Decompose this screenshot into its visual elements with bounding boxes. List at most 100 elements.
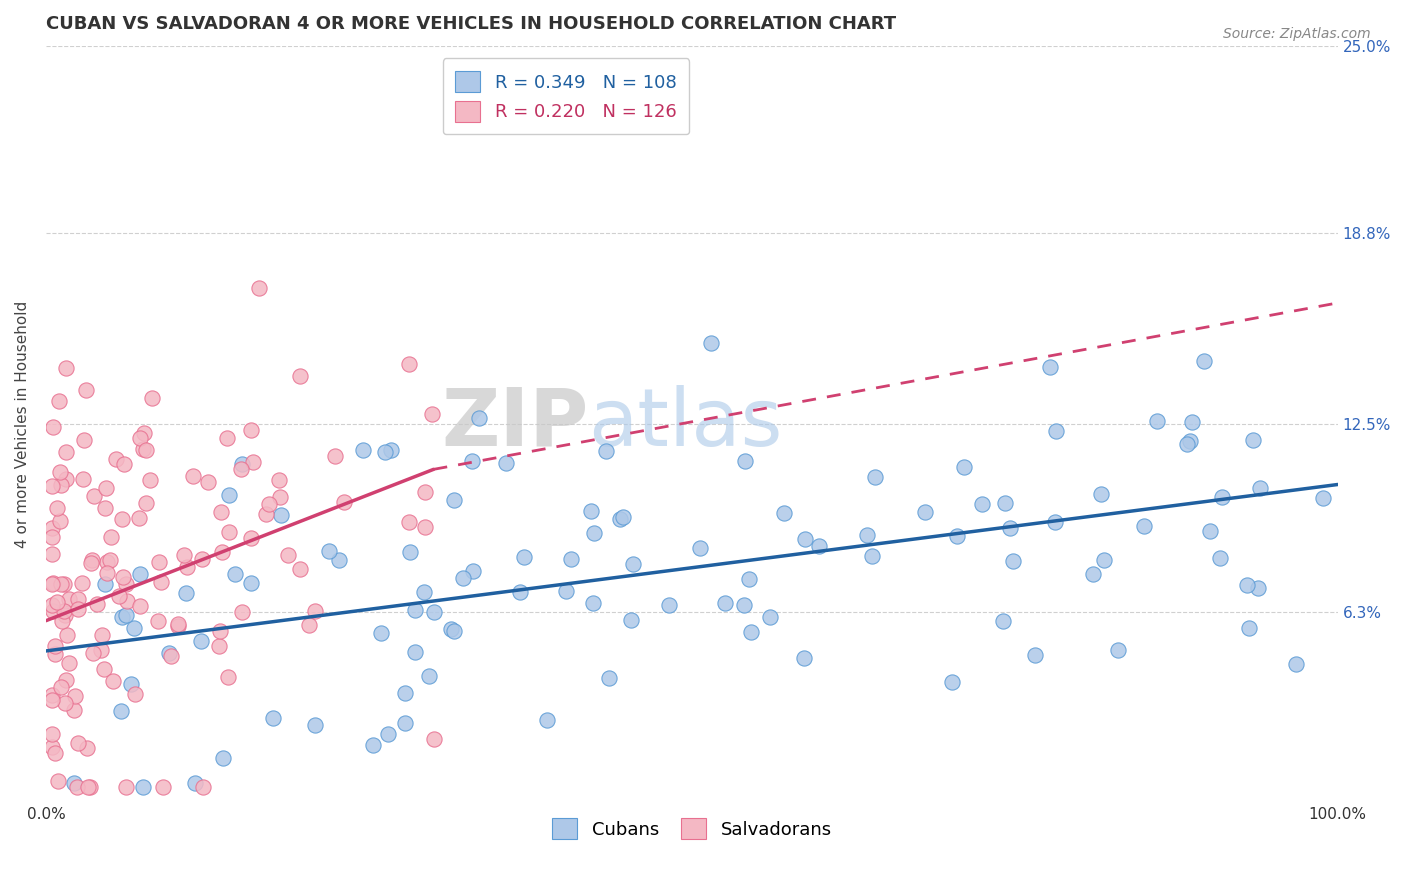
Point <box>328 553 350 567</box>
Point <box>231 605 253 619</box>
Point <box>1175 437 1198 451</box>
Point <box>42 420 65 434</box>
Point <box>440 622 463 636</box>
Point <box>714 596 737 610</box>
Point <box>612 510 634 524</box>
Point <box>1199 524 1222 538</box>
Point <box>1024 648 1046 662</box>
Point <box>621 557 644 571</box>
Point <box>66 602 89 616</box>
Point <box>55 673 77 687</box>
Point <box>96 556 118 570</box>
Point <box>231 458 253 472</box>
Point <box>138 474 160 488</box>
Point <box>1181 415 1204 429</box>
Point <box>41 727 63 741</box>
Point <box>318 544 340 558</box>
Point <box>77 780 100 794</box>
Point <box>1285 657 1308 671</box>
Point <box>536 713 558 727</box>
Point <box>377 727 399 741</box>
Text: ZIP: ZIP <box>441 385 589 463</box>
Point <box>197 475 219 489</box>
Point <box>41 576 63 591</box>
Point <box>159 649 181 664</box>
Point <box>398 545 420 559</box>
Point <box>211 751 233 765</box>
Point <box>55 361 77 376</box>
Point <box>555 584 578 599</box>
Point <box>288 368 311 383</box>
Point <box>55 472 77 486</box>
Y-axis label: 4 or more Vehicles in Household: 4 or more Vehicles in Household <box>15 301 30 548</box>
Point <box>914 505 936 519</box>
Point <box>46 595 69 609</box>
Point <box>404 603 426 617</box>
Point <box>49 478 72 492</box>
Point <box>374 444 396 458</box>
Point <box>793 651 815 665</box>
Point <box>994 496 1017 510</box>
Point <box>132 442 155 456</box>
Point <box>41 547 63 561</box>
Point <box>132 780 155 794</box>
Point <box>1090 487 1112 501</box>
Point <box>620 613 643 627</box>
Point <box>860 549 883 563</box>
Point <box>120 677 142 691</box>
Point <box>380 442 402 457</box>
Point <box>83 489 105 503</box>
Point <box>224 566 246 581</box>
Point <box>55 445 77 459</box>
Point <box>609 512 631 526</box>
Point <box>115 594 138 608</box>
Point <box>49 514 72 528</box>
Point <box>998 521 1021 535</box>
Point <box>277 548 299 562</box>
Point <box>1039 360 1062 375</box>
Point <box>1237 621 1260 635</box>
Point <box>352 442 374 457</box>
Point <box>66 736 89 750</box>
Point <box>110 705 132 719</box>
Point <box>124 687 146 701</box>
Point <box>270 508 292 522</box>
Point <box>100 530 122 544</box>
Point <box>53 604 76 618</box>
Point <box>44 639 66 653</box>
Point <box>135 442 157 457</box>
Point <box>1312 491 1334 506</box>
Point <box>141 391 163 405</box>
Point <box>98 552 121 566</box>
Point <box>217 670 239 684</box>
Point <box>53 577 76 591</box>
Point <box>413 585 436 599</box>
Point <box>66 591 89 606</box>
Point <box>582 525 605 540</box>
Point <box>257 497 280 511</box>
Point <box>418 669 440 683</box>
Point <box>73 433 96 447</box>
Point <box>453 571 475 585</box>
Point <box>49 465 72 479</box>
Point <box>211 544 233 558</box>
Point <box>759 610 782 624</box>
Point <box>856 528 879 542</box>
Point <box>111 512 134 526</box>
Point <box>218 525 240 540</box>
Point <box>468 410 491 425</box>
Point <box>269 490 291 504</box>
Point <box>53 607 76 622</box>
Point <box>1192 354 1215 368</box>
Point <box>443 624 465 638</box>
Point <box>304 604 326 618</box>
Point <box>48 393 70 408</box>
Legend: Cubans, Salvadorans: Cubans, Salvadorans <box>546 811 839 847</box>
Point <box>63 703 86 717</box>
Point <box>86 597 108 611</box>
Point <box>1180 434 1202 449</box>
Point <box>738 572 761 586</box>
Point <box>41 479 63 493</box>
Point <box>215 431 238 445</box>
Text: atlas: atlas <box>589 385 783 463</box>
